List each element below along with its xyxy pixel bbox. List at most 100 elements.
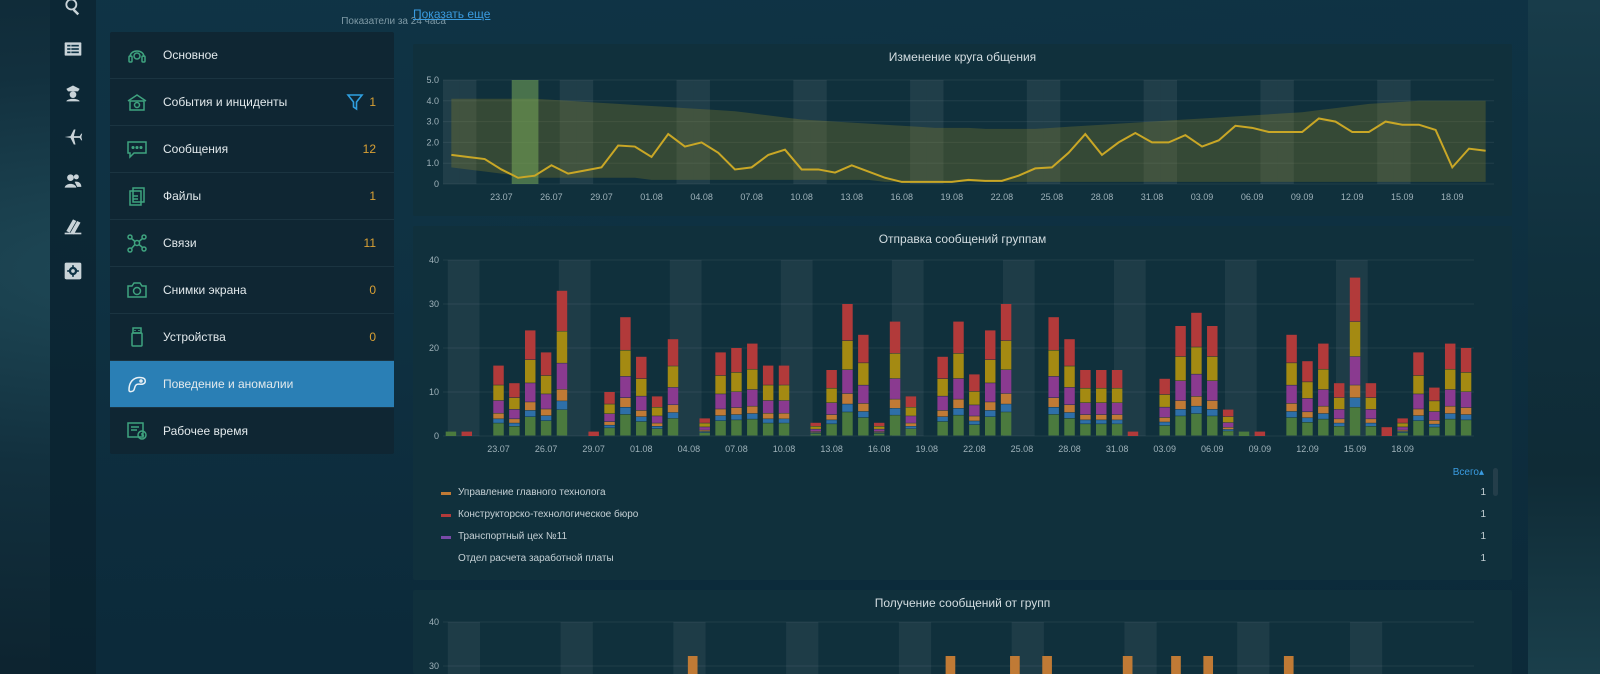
bar-segment [1064,412,1075,419]
users-icon[interactable] [60,168,86,194]
bar-segment [1064,387,1075,405]
airplane-icon[interactable] [60,124,86,150]
bar-segment [525,402,536,411]
menu-item-messages[interactable]: Сообщения 12 [110,126,394,173]
bar-segment [1444,419,1456,436]
bar-segment [1048,407,1059,415]
bar-segment [762,423,774,436]
bar-segment [1333,419,1345,423]
bar-segment [667,339,679,366]
menu-item-devices[interactable]: Устройства 0 [110,314,394,361]
chart-title: Получение сообщений от групп [874,596,1051,610]
bar-segment [1159,422,1170,426]
bar-segment [1080,388,1091,403]
bar-segment [842,370,853,394]
bar-segment [1318,343,1329,369]
bar-segment [762,400,774,413]
bar-segment [842,304,853,341]
legend-row[interactable]: Конструкторско-технологическое бюро 1 [441,507,1486,525]
show-more-link[interactable]: Показать еще [413,7,491,21]
legend-row[interactable]: Отдел расчета заработной платы 1 [441,551,1486,569]
bar-segment [540,394,552,409]
chart-panel-social-circle: Изменение круга общения 0 1.0 2.0 3.0 4.0 5.0… [413,44,1512,216]
legend-scrollbar[interactable] [1493,468,1498,496]
legend-row[interactable]: Управление главного технолога 1 [441,485,1486,503]
bar-segment [1159,417,1170,422]
legend-row[interactable]: Транспортный цех №11 1 [441,529,1486,547]
legend-toggle-label: Всего [1452,467,1479,478]
gear-box-icon[interactable] [60,258,86,284]
bar-segment [604,425,615,428]
menu-item-label: Сообщения [163,142,229,156]
bar-segment [715,352,726,376]
x-tick-label: 01.08 [640,192,663,202]
bar-segment [651,428,663,436]
menu-item-main[interactable]: Основное [110,32,394,79]
bar-segment [953,353,964,379]
bar-segment [636,421,647,436]
bar-segment [1111,414,1123,420]
bar-segment [858,411,869,418]
weekend-band [1143,80,1161,184]
bar-segment [715,415,726,421]
bar-segment [1080,403,1091,415]
filter-icon[interactable] [346,93,364,111]
legend-total-toggle[interactable]: Всего▴ [1453,467,1484,478]
bar-segment [1111,424,1123,436]
bar-segment [1365,426,1377,436]
bar-segment [1207,416,1218,436]
books-icon[interactable] [60,213,86,239]
bar-segment [1064,405,1075,413]
bar-segment [1064,339,1075,366]
bar-segment [699,418,710,423]
weekend-band [1160,80,1178,184]
bar-segment [937,410,948,417]
menu-item-files[interactable]: Файлы 1 [110,173,394,220]
weekend-band [693,80,710,184]
search-icon[interactable] [60,0,86,20]
legend-swatch [441,514,451,517]
bar-segment [1000,370,1012,394]
bar-segment [1397,432,1408,436]
list-icon[interactable] [60,36,86,62]
legend-name: Управление главного технолога [458,487,606,498]
bar-segment [873,426,885,429]
x-tick-label: 10.08 [773,444,796,454]
menu-item-worktime[interactable]: Рабочее время [110,408,394,454]
bar-segment [858,417,869,436]
bar-segment [1238,431,1250,436]
officer-icon[interactable] [60,80,86,106]
menu-item-count: 1 [369,95,376,109]
bar-segment [778,419,790,423]
bar-segment [889,378,901,399]
bar-segment [873,431,885,433]
confidence-band [451,98,1486,182]
bar-segment [1460,414,1472,420]
bar-segment [1286,363,1297,385]
y-tick-label: 40 [429,617,439,627]
bar-segment [1159,407,1170,418]
bar-segment [1302,361,1313,382]
x-tick-label: 07.08 [740,192,763,202]
bar-segment [826,388,837,403]
bar-segment [1302,418,1313,423]
menu-item-behavior[interactable]: Поведение и аномалии [110,361,394,408]
menu-item-links[interactable]: Связи 11 [110,220,394,267]
bar-segment [810,422,821,426]
bar-segment [1286,411,1297,418]
legend-name: Транспортный цех №11 [458,531,568,542]
bar-segment [1349,321,1361,357]
files-icon [126,186,148,206]
bar-segment [889,353,901,379]
y-tick-label: 0 [434,431,439,441]
bar-segment [984,416,996,436]
menu-item-events[interactable]: События и инциденты 1 [110,79,394,126]
bar-segment [1413,352,1424,376]
x-tick-label: 01.08 [630,444,653,454]
bar-segment [858,403,869,412]
weekend-band [1349,622,1383,674]
y-tick-label: 1.0 [426,158,439,168]
menu-item-screenshots[interactable]: Снимки экрана 0 [110,267,394,314]
bar-segment [667,366,679,388]
x-tick-label: 06.09 [1241,192,1264,202]
